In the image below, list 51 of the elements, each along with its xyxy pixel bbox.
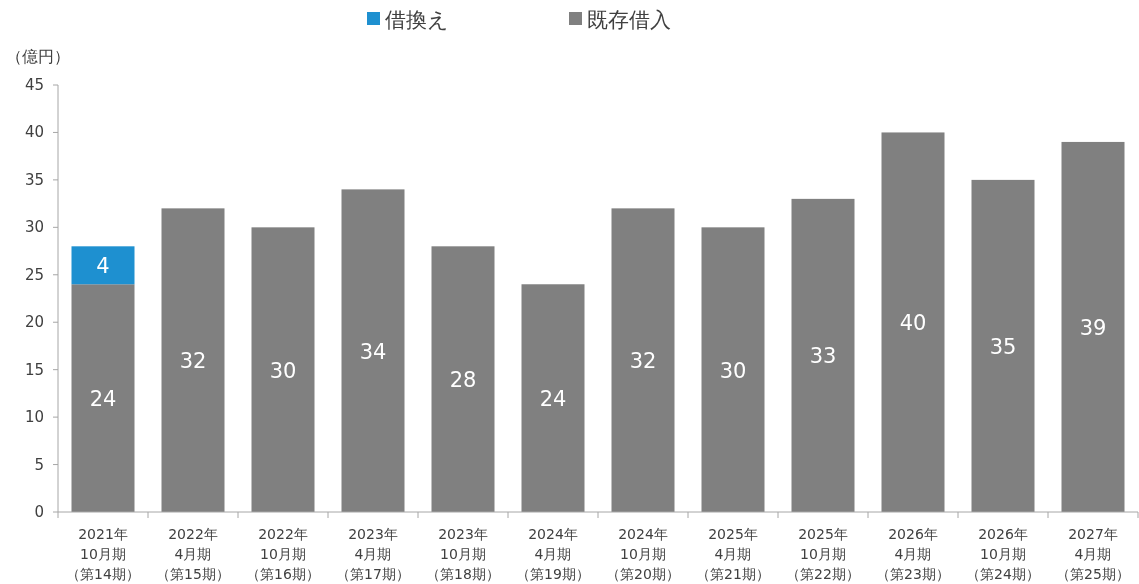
data-label: 4 [96,254,110,279]
y-tick-label: 5 [34,455,44,474]
bar [1061,141,1125,512]
x-tick-label: 2022年4月期（第15期） [156,526,230,582]
data-label: 39 [1079,315,1107,340]
data-label: 30 [719,358,747,383]
legend-label: 借換え [385,8,449,32]
y-tick-label: 15 [24,360,44,379]
x-tick-label: 2023年10月期（第18期） [426,526,500,582]
y-tick-label: 0 [34,503,44,521]
data-label: 24 [539,387,567,412]
bar [431,246,495,512]
bar [341,189,405,512]
x-tick-label: 2025年10月期（第22期） [786,526,860,582]
data-label: 40 [899,311,927,336]
bar [701,227,765,512]
bar [791,198,855,512]
data-label: 33 [809,344,837,369]
bar [881,132,945,512]
bar [251,227,315,512]
bar [161,208,225,512]
y-tick-label: 45 [24,76,44,94]
y-tick-label: 30 [24,218,44,237]
x-tick-label: 2027年4月期（第25期） [1056,526,1130,582]
x-tick-label: 2026年4月期（第23期） [876,526,950,582]
x-tick-label: 2023年4月期（第17期） [336,526,410,582]
y-axis-title: （億円） [6,47,70,66]
y-tick-label: 10 [24,408,44,427]
x-tick-label: 2022年10月期（第16期） [246,526,320,582]
data-label: 32 [629,349,657,374]
data-label: 28 [449,368,477,393]
data-label: 35 [989,334,1017,359]
data-label: 32 [179,349,207,374]
y-tick-label: 35 [24,170,44,189]
y-tick-label: 40 [24,123,44,142]
bar [521,284,585,512]
bar [611,208,675,512]
legend-label: 既存借入 [587,8,671,32]
y-tick-label: 20 [24,313,44,332]
bar [71,284,135,512]
x-tick-label: 2024年4月期（第19期） [516,526,590,582]
y-tick-label: 25 [24,265,44,284]
bar [71,246,135,285]
data-label: 34 [359,339,387,364]
bar [971,179,1035,512]
data-label: 24 [89,387,117,412]
x-tick-label: 2024年10月期（第20期） [606,526,680,582]
x-tick-label: 2026年10月期（第24期） [966,526,1040,582]
x-tick-label: 2021年10月期（第14期） [66,526,140,582]
data-label: 30 [269,358,297,383]
x-tick-label: 2025年4月期（第21期） [696,526,770,582]
